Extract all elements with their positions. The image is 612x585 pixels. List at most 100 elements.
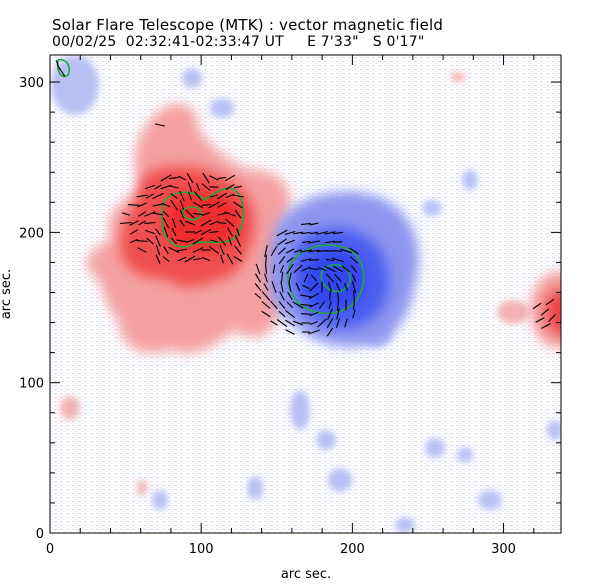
field-vector — [343, 283, 349, 291]
field-vector — [545, 298, 555, 306]
field-vector — [264, 244, 268, 258]
field-vector — [179, 200, 185, 210]
field-vector — [192, 212, 204, 216]
field-vector — [284, 230, 296, 236]
field-vector — [129, 220, 139, 226]
field-vector — [220, 254, 224, 264]
contour-positive-inner — [181, 206, 203, 221]
field-vector — [300, 222, 312, 226]
field-vector — [309, 302, 319, 308]
field-vector — [302, 240, 310, 244]
field-vector — [224, 211, 236, 217]
weak-patch — [316, 430, 336, 450]
field-vector — [316, 250, 328, 252]
field-vector — [200, 219, 212, 227]
field-vector — [234, 235, 242, 247]
field-vector — [254, 292, 262, 300]
field-vector — [192, 257, 204, 261]
field-vector — [278, 310, 286, 318]
field-vector — [276, 229, 288, 237]
field-vector — [193, 201, 203, 209]
field-vector — [137, 211, 147, 217]
field-vector — [193, 190, 203, 202]
field-vector — [185, 238, 195, 244]
field-vector — [301, 266, 311, 272]
field-vector — [236, 228, 240, 236]
field-vector — [187, 182, 193, 192]
field-vector — [335, 282, 341, 292]
weak-patch — [457, 447, 473, 463]
field-vector — [177, 256, 187, 262]
field-vector — [58, 67, 66, 77]
field-vector — [209, 239, 219, 243]
field-vector — [285, 319, 295, 327]
field-vector — [328, 282, 332, 292]
field-vector — [309, 311, 319, 317]
field-vector — [277, 238, 287, 246]
field-vector — [209, 230, 219, 234]
field-vector — [540, 308, 550, 316]
field-vector — [316, 231, 328, 235]
field-vector — [270, 300, 278, 310]
field-vector — [192, 237, 204, 245]
field-vector — [217, 222, 227, 224]
field-vector — [145, 229, 155, 235]
weak-patch — [152, 490, 168, 510]
field-vector — [171, 218, 177, 228]
field-vector — [219, 245, 225, 255]
field-vector — [352, 309, 356, 319]
field-vector — [209, 175, 219, 181]
edge-positive-region — [530, 272, 561, 348]
field-vector — [195, 183, 201, 191]
field-vector — [353, 290, 355, 302]
weak-patch — [451, 72, 465, 82]
field-vector — [317, 318, 327, 328]
field-vector — [270, 320, 278, 326]
field-vector — [294, 249, 302, 253]
field-vector — [284, 309, 296, 319]
field-vector — [155, 254, 161, 264]
x-tick-label: 200 — [340, 542, 365, 557]
field-vector — [202, 256, 210, 262]
field-vector — [136, 240, 148, 242]
field-vector — [160, 184, 172, 190]
y-tick-label: 200 — [19, 226, 44, 241]
weak-patch — [210, 98, 234, 118]
field-vector — [162, 210, 170, 218]
field-vector — [261, 291, 271, 301]
field-vector — [179, 209, 185, 219]
field-vector — [535, 317, 545, 323]
x-tick-label: 100 — [189, 542, 214, 557]
field-vector — [227, 236, 233, 246]
field-vector — [185, 209, 195, 219]
field-vector — [288, 281, 292, 293]
field-vector — [129, 229, 139, 235]
field-vector — [202, 172, 210, 184]
field-vector — [328, 300, 332, 310]
field-vector — [349, 247, 359, 255]
field-vector — [254, 283, 262, 291]
field-vector — [144, 222, 156, 224]
field-vector — [321, 281, 323, 293]
field-vector — [286, 301, 294, 309]
weak-patch — [422, 200, 442, 216]
weak-patch — [247, 476, 263, 500]
field-vector — [169, 185, 179, 189]
field-vector — [308, 259, 320, 261]
field-vector — [302, 284, 310, 290]
field-vector — [335, 318, 341, 328]
field-vector — [208, 201, 220, 209]
field-vector — [201, 204, 211, 206]
field-vector — [208, 245, 220, 255]
field-vector — [155, 228, 161, 236]
contour-negative-inner — [320, 264, 351, 293]
field-vector — [299, 294, 313, 298]
field-vector — [186, 173, 194, 183]
field-vector — [333, 250, 343, 252]
field-vector — [184, 220, 196, 226]
field-vector — [285, 239, 295, 245]
field-vector — [265, 254, 267, 266]
field-vector — [278, 256, 286, 264]
field-vector — [179, 219, 185, 227]
contour-positive — [161, 187, 245, 248]
